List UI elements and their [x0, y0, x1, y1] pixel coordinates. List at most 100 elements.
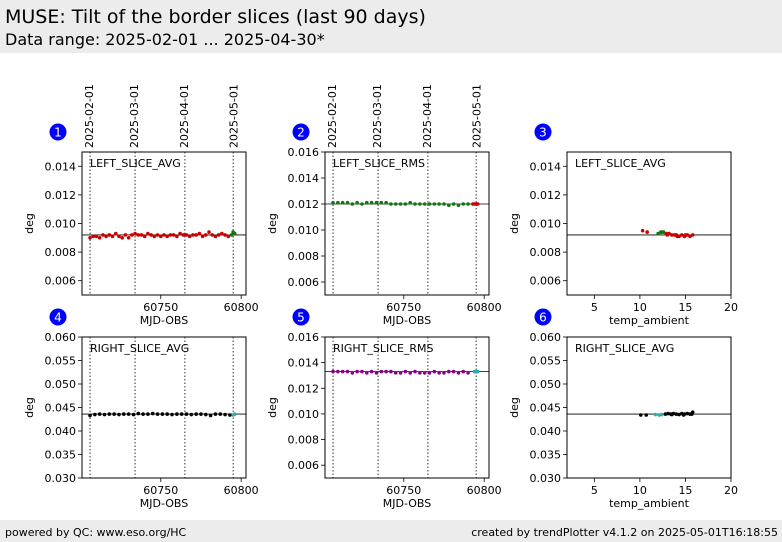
x-tick-label: 5 — [591, 484, 598, 497]
data-point — [113, 231, 118, 236]
data-point — [213, 412, 218, 416]
panel-number-badge — [292, 123, 310, 141]
data-point — [685, 411, 690, 416]
data-point — [413, 369, 417, 374]
data-point — [179, 412, 184, 416]
data-point — [187, 234, 192, 239]
data-point — [456, 371, 461, 375]
data-point — [133, 231, 137, 236]
data-point — [146, 412, 150, 416]
data-point — [374, 371, 379, 375]
data-point — [408, 200, 413, 205]
y-tick-label: 0.030 — [530, 472, 562, 485]
y-tick-label: 0.045 — [45, 402, 77, 415]
data-point — [690, 412, 694, 416]
data-point — [690, 233, 695, 237]
top-date-label: 2025-03-01 — [371, 84, 384, 148]
data-point — [171, 233, 176, 237]
data-point — [432, 369, 437, 374]
y-tick-label: 0.012 — [45, 189, 77, 202]
data-point — [142, 234, 147, 239]
data-point — [91, 234, 96, 239]
data-point — [355, 200, 359, 205]
data-point — [149, 233, 153, 237]
y-tick-label: 0.035 — [45, 449, 77, 462]
data-point — [184, 233, 189, 237]
data-point — [466, 371, 470, 375]
data-point — [413, 202, 417, 206]
footer-powered-by: powered by QC: www.eso.org/HC — [5, 526, 187, 539]
data-point — [101, 233, 105, 237]
x-tick-label: 15 — [678, 301, 692, 314]
data-point — [93, 412, 97, 417]
data-point — [104, 234, 108, 239]
data-point — [675, 234, 680, 239]
footer-created-by: created by trendPlotter v4.1.2 on 2025-0… — [471, 526, 778, 539]
x-tick-label: 60750 — [143, 301, 178, 314]
data-point — [94, 234, 99, 239]
data-point — [384, 369, 388, 374]
y-axis-label: deg — [23, 397, 36, 418]
x-tick-label: 60750 — [386, 484, 421, 497]
data-point — [677, 412, 681, 417]
data-point — [88, 236, 92, 240]
data-point — [475, 369, 480, 374]
data-point — [97, 236, 102, 240]
data-point — [336, 200, 340, 205]
data-point — [639, 413, 643, 417]
chart-panel-3: 3 0.006 0.008 0.010 0.012 0.014 5 10 15 20 temp_am… — [508, 123, 738, 327]
data-point — [475, 202, 480, 206]
data-point — [666, 411, 670, 416]
x-axis-label: MJD-OBS — [383, 497, 431, 510]
data-point — [136, 233, 141, 237]
data-point — [422, 371, 427, 375]
data-point — [175, 234, 179, 239]
data-point — [640, 228, 645, 233]
top-date-label: 2025-05-01 — [228, 84, 241, 148]
x-tick-label: 60800 — [467, 301, 502, 314]
data-point — [681, 413, 686, 417]
top-date-label: 2025-04-01 — [421, 84, 434, 148]
panel-number-label: 5 — [297, 311, 305, 325]
y-tick-label: 0.055 — [530, 355, 562, 368]
top-date-label: 2025-05-01 — [471, 84, 484, 148]
data-point — [403, 202, 408, 206]
x-tick-label: 60800 — [467, 484, 502, 497]
page-title: MUSE: Tilt of the border slices (last 90… — [5, 6, 426, 28]
data-point — [447, 369, 451, 374]
x-tick-label: 60750 — [143, 484, 178, 497]
data-point — [389, 369, 393, 374]
data-point — [659, 412, 664, 417]
data-point — [461, 202, 466, 206]
x-axis-label: temp_ambient — [609, 497, 690, 510]
panel-number-badge — [292, 308, 310, 326]
panel-parameter-label: LEFT_SLICE_RMS — [333, 157, 425, 170]
data-point — [422, 202, 427, 206]
data-point — [204, 412, 208, 417]
data-point — [107, 233, 112, 237]
data-point — [456, 203, 461, 208]
data-point — [107, 412, 112, 416]
data-point — [141, 412, 145, 416]
x-axis-label: temp_ambient — [609, 314, 690, 327]
data-point — [232, 231, 237, 236]
x-tick-label: 5 — [591, 301, 598, 314]
data-point — [228, 413, 232, 417]
panel-parameter-label: RIGHT_SLICE_AVG — [90, 342, 189, 355]
data-point — [191, 233, 195, 237]
x-tick-label: 60750 — [386, 301, 421, 314]
y-tick-label: 0.055 — [45, 355, 77, 368]
data-point — [197, 231, 202, 236]
data-point — [659, 230, 663, 234]
panel-parameter-label: LEFT_SLICE_AVG — [575, 157, 666, 170]
data-point — [165, 412, 170, 416]
data-point — [155, 412, 160, 416]
data-point — [331, 200, 335, 205]
data-point — [165, 234, 170, 239]
data-point — [680, 233, 684, 237]
y-tick-label: 0.010 — [530, 218, 562, 231]
y-tick-label: 0.012 — [288, 198, 320, 211]
y-tick-label: 0.008 — [45, 246, 77, 259]
data-point — [393, 371, 398, 375]
data-point — [355, 369, 359, 374]
